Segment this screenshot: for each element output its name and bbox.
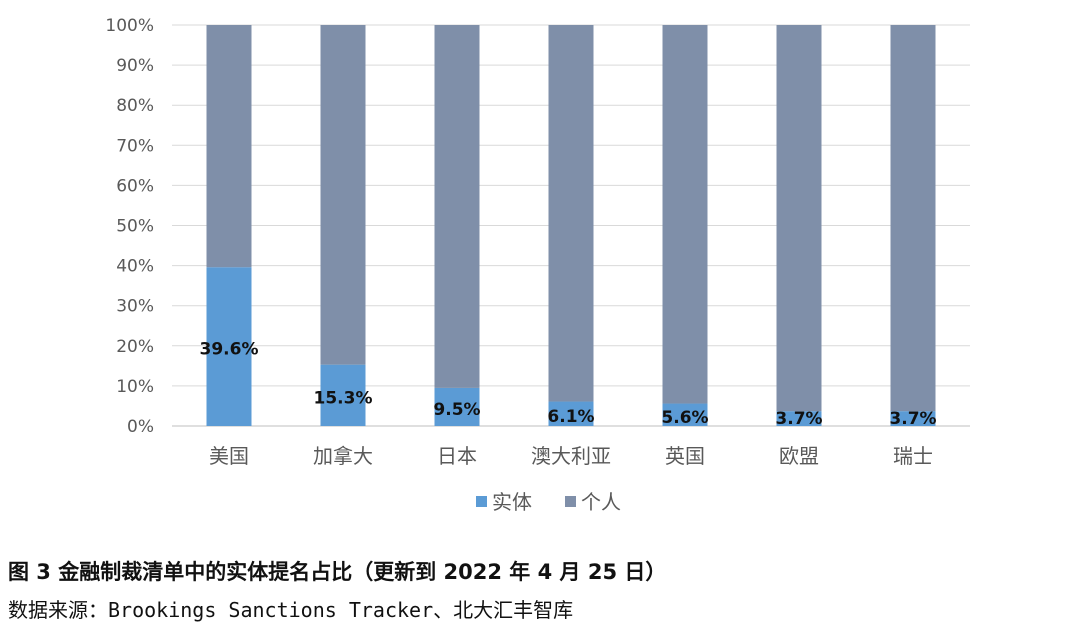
y-tick-label: 30% (116, 297, 154, 317)
y-tick-label: 90% (116, 56, 154, 76)
data-label: 3.7% (889, 409, 936, 429)
bar-segment-individual (662, 25, 708, 404)
bar-segment-entity (434, 387, 480, 426)
data-source: 数据来源：Brookings Sanctions Tracker、北大汇丰智库 (8, 598, 574, 622)
legend-swatch (565, 496, 576, 507)
y-tick-label: 40% (116, 257, 154, 277)
y-tick-label: 50% (116, 217, 154, 237)
bar-segment-individual (890, 25, 936, 412)
bar-segment-entity (662, 403, 708, 426)
bar-segment-individual (776, 25, 822, 412)
x-category-label: 澳大利亚 (531, 444, 611, 468)
figure-caption: 图 3 金融制裁清单中的实体提名占比（更新到 2022 年 4 月 25 日） (8, 560, 667, 584)
x-category-label: 欧盟 (779, 444, 819, 468)
bar-segment-entity (206, 267, 252, 426)
x-category-label: 加拿大 (313, 444, 373, 468)
y-tick-label: 10% (116, 377, 154, 397)
y-tick-label: 60% (116, 176, 154, 196)
stacked-bar-chart: 0% 10% 20% 30% 40% 50% 60% 70% 80% 90% 100% 39.6% 美国… (105, 16, 970, 514)
bar-segment-entity (548, 401, 594, 426)
legend-swatch (476, 496, 487, 507)
data-label: 9.5% (433, 400, 480, 420)
y-tick-label: 20% (116, 337, 154, 357)
y-tick-label: 100% (105, 16, 154, 36)
bar-segment-individual (434, 25, 480, 388)
data-label: 6.1% (547, 407, 594, 427)
x-category-label: 日本 (437, 444, 477, 468)
y-tick-label: 0% (127, 417, 154, 437)
data-label: 39.6% (200, 340, 259, 360)
y-tick-label: 80% (116, 96, 154, 116)
bar-segment-individual (548, 25, 594, 402)
x-category-label: 美国 (209, 444, 249, 468)
data-label: 3.7% (775, 409, 822, 429)
bar-segment-entity (890, 411, 936, 426)
x-category-label: 英国 (665, 444, 705, 468)
bar-segment-entity (320, 364, 366, 426)
x-category-label: 瑞士 (893, 444, 933, 468)
y-tick-label: 70% (116, 136, 154, 156)
legend-label: 个人 (581, 490, 621, 514)
bar-segment-individual (206, 25, 252, 268)
data-label: 15.3% (314, 388, 373, 408)
data-label: 5.6% (661, 408, 708, 428)
bar-segment-individual (320, 25, 366, 365)
legend-label: 实体 (492, 490, 532, 514)
bar-segment-entity (776, 411, 822, 426)
